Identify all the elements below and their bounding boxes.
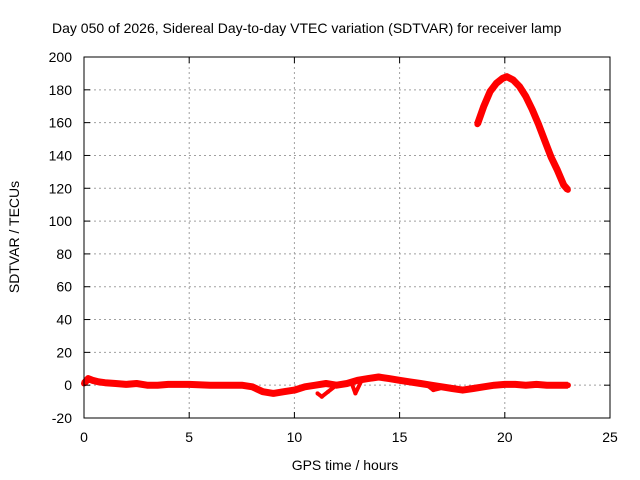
data-point (95, 378, 102, 385)
data-point (503, 73, 510, 80)
data-point (228, 382, 235, 389)
x-tick-label: 10 (287, 429, 303, 445)
y-tick-label: 100 (49, 213, 73, 229)
data-point (554, 167, 561, 174)
data-point (353, 391, 358, 396)
y-tick-label: 40 (56, 312, 72, 328)
data-point (437, 386, 442, 391)
series-line-low-baseline (81, 373, 568, 397)
x-tick-label: 15 (392, 429, 408, 445)
data-point (533, 381, 540, 388)
y-tick-label: 0 (64, 377, 72, 393)
data-point (323, 380, 329, 387)
data-point (470, 385, 477, 392)
x-tick-label: 0 (80, 429, 88, 445)
data-point (535, 121, 542, 128)
data-point (259, 388, 266, 395)
data-point (522, 93, 529, 100)
data-point (207, 382, 214, 389)
y-tick-label: 140 (49, 147, 73, 163)
data-point (375, 374, 382, 380)
data-point (449, 385, 456, 392)
data-point (564, 382, 571, 389)
data-point (326, 389, 331, 394)
data-point (548, 154, 555, 161)
data-point (123, 381, 130, 388)
data-point (522, 382, 529, 389)
y-tick-label: 120 (49, 180, 73, 196)
chart-title: Day 050 of 2026, Sidereal Day-to-day VTE… (52, 20, 562, 36)
x-axis-label: GPS time / hours (292, 457, 399, 473)
data-point (349, 379, 354, 384)
data-point (154, 382, 161, 389)
data-point (102, 379, 108, 386)
series-line-spike-11.3 (316, 385, 336, 399)
data-point (291, 387, 298, 394)
data-point (425, 383, 429, 388)
data-point (459, 387, 466, 394)
data-point (270, 390, 277, 397)
data-point (564, 186, 571, 193)
data-point (493, 80, 500, 87)
data-point (312, 382, 319, 389)
data-point (431, 388, 436, 393)
data-point (474, 121, 481, 128)
data-point (407, 378, 414, 385)
data-point (516, 83, 523, 90)
data-point (417, 380, 424, 387)
data-point (144, 382, 151, 389)
data-point (386, 375, 393, 382)
x-tick-label: 20 (497, 429, 513, 445)
plot-frame (83, 56, 611, 419)
grid-layer (84, 57, 610, 418)
data-point (560, 182, 567, 188)
data-point (491, 382, 498, 389)
data-point (359, 378, 364, 383)
data-point (280, 388, 287, 395)
data-point (186, 381, 193, 388)
data-point (541, 137, 548, 144)
data-point (365, 375, 371, 382)
data-point (315, 391, 320, 396)
data-point (480, 103, 487, 110)
y-tick-label: 180 (49, 82, 73, 98)
y-tick-label: 60 (56, 279, 72, 295)
x-tick-label: 5 (185, 429, 193, 445)
data-point (396, 377, 403, 384)
data-point (529, 106, 536, 113)
data-point (238, 382, 245, 389)
data-point (543, 382, 550, 389)
y-tick-label: -20 (52, 410, 72, 426)
data-point (319, 394, 324, 399)
data-point (512, 381, 519, 388)
series-layer (81, 73, 571, 399)
data-point (301, 383, 308, 390)
y-tick-label: 200 (49, 49, 73, 65)
y-tick-label: 20 (56, 344, 72, 360)
y-axis-label: SDTVAR / TECUs (6, 181, 22, 293)
data-point (249, 383, 256, 390)
y-tick-label: 160 (49, 115, 73, 131)
data-point (89, 377, 96, 384)
data-point (510, 77, 517, 83)
data-point (480, 383, 487, 390)
x-tick-label: 25 (602, 429, 618, 445)
series-line-high-arc (474, 73, 571, 193)
data-point (165, 381, 172, 388)
data-point (487, 88, 494, 95)
data-point (344, 380, 350, 387)
data-point (501, 381, 508, 388)
data-point (112, 380, 119, 387)
tick-layer: -20 0 20 40 60 80 100 120 140 160 180 200 0 5 10 15 20 25 (49, 49, 618, 445)
data-point (133, 380, 140, 387)
y-tick-label: 80 (56, 246, 72, 262)
data-point (554, 382, 561, 389)
data-point (332, 384, 337, 389)
